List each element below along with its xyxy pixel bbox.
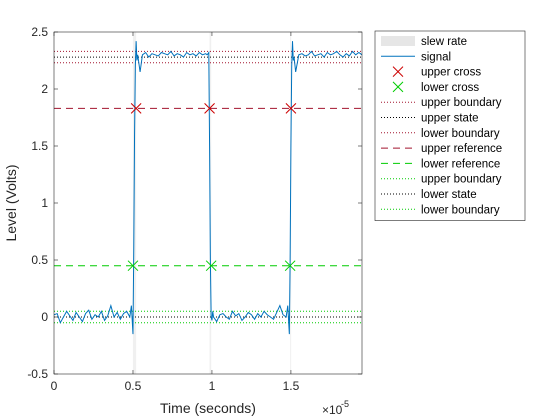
upper-cross-marker-stroke (204, 103, 215, 114)
lower-cross-marker (127, 260, 139, 272)
legend-swatch (392, 81, 404, 93)
legend-label: upper boundary (421, 174, 502, 186)
y-tick-label: 1 (41, 196, 48, 210)
x-tick-label: 1.5 (283, 379, 300, 393)
legend-label: lower cross (421, 82, 479, 94)
x-tick-label: 0 (51, 379, 58, 393)
x-axis: 0 0.5 1 1.5 (51, 32, 300, 393)
y-tick-label: 2.5 (31, 25, 48, 39)
plot-content (54, 32, 362, 374)
lower-cross-marker (205, 260, 217, 272)
legend-item: lower cross (392, 81, 479, 94)
legend-item: lower state (381, 189, 477, 201)
upper-cross-marker-stroke (285, 103, 297, 114)
y-axis-title: Level (Volts) (3, 164, 19, 241)
x-axis-title: Time (seconds) (160, 400, 256, 416)
legend-item: lower boundary (381, 204, 500, 216)
lower-cross-marker-stroke (127, 260, 139, 272)
legend: slew rate signal upper cross lower cross upp… (374, 30, 526, 221)
legend-swatch-stroke (392, 66, 404, 77)
legend-label: upper cross (421, 67, 481, 79)
legend-item: slew rate (381, 36, 467, 48)
legend-item: upper cross (392, 66, 481, 79)
legend-label: upper reference (421, 143, 502, 155)
legend-item: upper reference (381, 143, 502, 155)
legend-label: lower boundary (421, 128, 500, 140)
x-exponent-base: ×10 (322, 403, 343, 417)
legend-label: lower state (421, 189, 477, 201)
upper-cross-marker (204, 103, 215, 114)
y-tick-label: 1.5 (31, 139, 48, 153)
x-tick-label: 1 (209, 379, 216, 393)
y-axis: -0.5 0 0.5 1 1.5 2 2.5 (27, 25, 362, 381)
legend-label: lower reference (421, 158, 500, 170)
y-tick-label: 0 (41, 310, 48, 324)
lower-cross-marker (284, 260, 296, 272)
legend-label: signal (421, 51, 451, 63)
legend-swatch (392, 66, 404, 77)
upper-cross-marker-stroke (130, 103, 142, 114)
plot-area (54, 32, 362, 374)
signal-line (54, 41, 362, 335)
legend-item: upper boundary (381, 97, 502, 109)
x-exponent-power: -5 (341, 399, 349, 409)
legend-swatch (381, 36, 415, 46)
lower-cross-marker-stroke (284, 260, 296, 272)
legend-swatch-stroke (392, 81, 404, 93)
x-tick-label: 0.5 (125, 379, 142, 393)
y-tick-label: -0.5 (27, 367, 48, 381)
legend-item: upper state (381, 113, 479, 125)
legend-label: slew rate (421, 36, 467, 48)
y-tick-label: 0.5 (31, 253, 48, 267)
legend-item: signal (381, 51, 451, 63)
legend-box (374, 30, 526, 221)
legend-label: upper boundary (421, 97, 502, 109)
upper-cross-marker (130, 103, 142, 114)
x-axis-exponent: ×10 -5 (322, 399, 349, 417)
lower-cross-marker-stroke (205, 260, 217, 272)
y-tick-label: 2 (41, 82, 48, 96)
legend-label: lower boundary (421, 204, 500, 216)
legend-item: lower reference (381, 158, 500, 170)
legend-label: upper state (421, 113, 479, 125)
legend-item: upper boundary (381, 174, 502, 186)
legend-item: lower boundary (381, 128, 500, 140)
upper-cross-marker (285, 103, 297, 114)
